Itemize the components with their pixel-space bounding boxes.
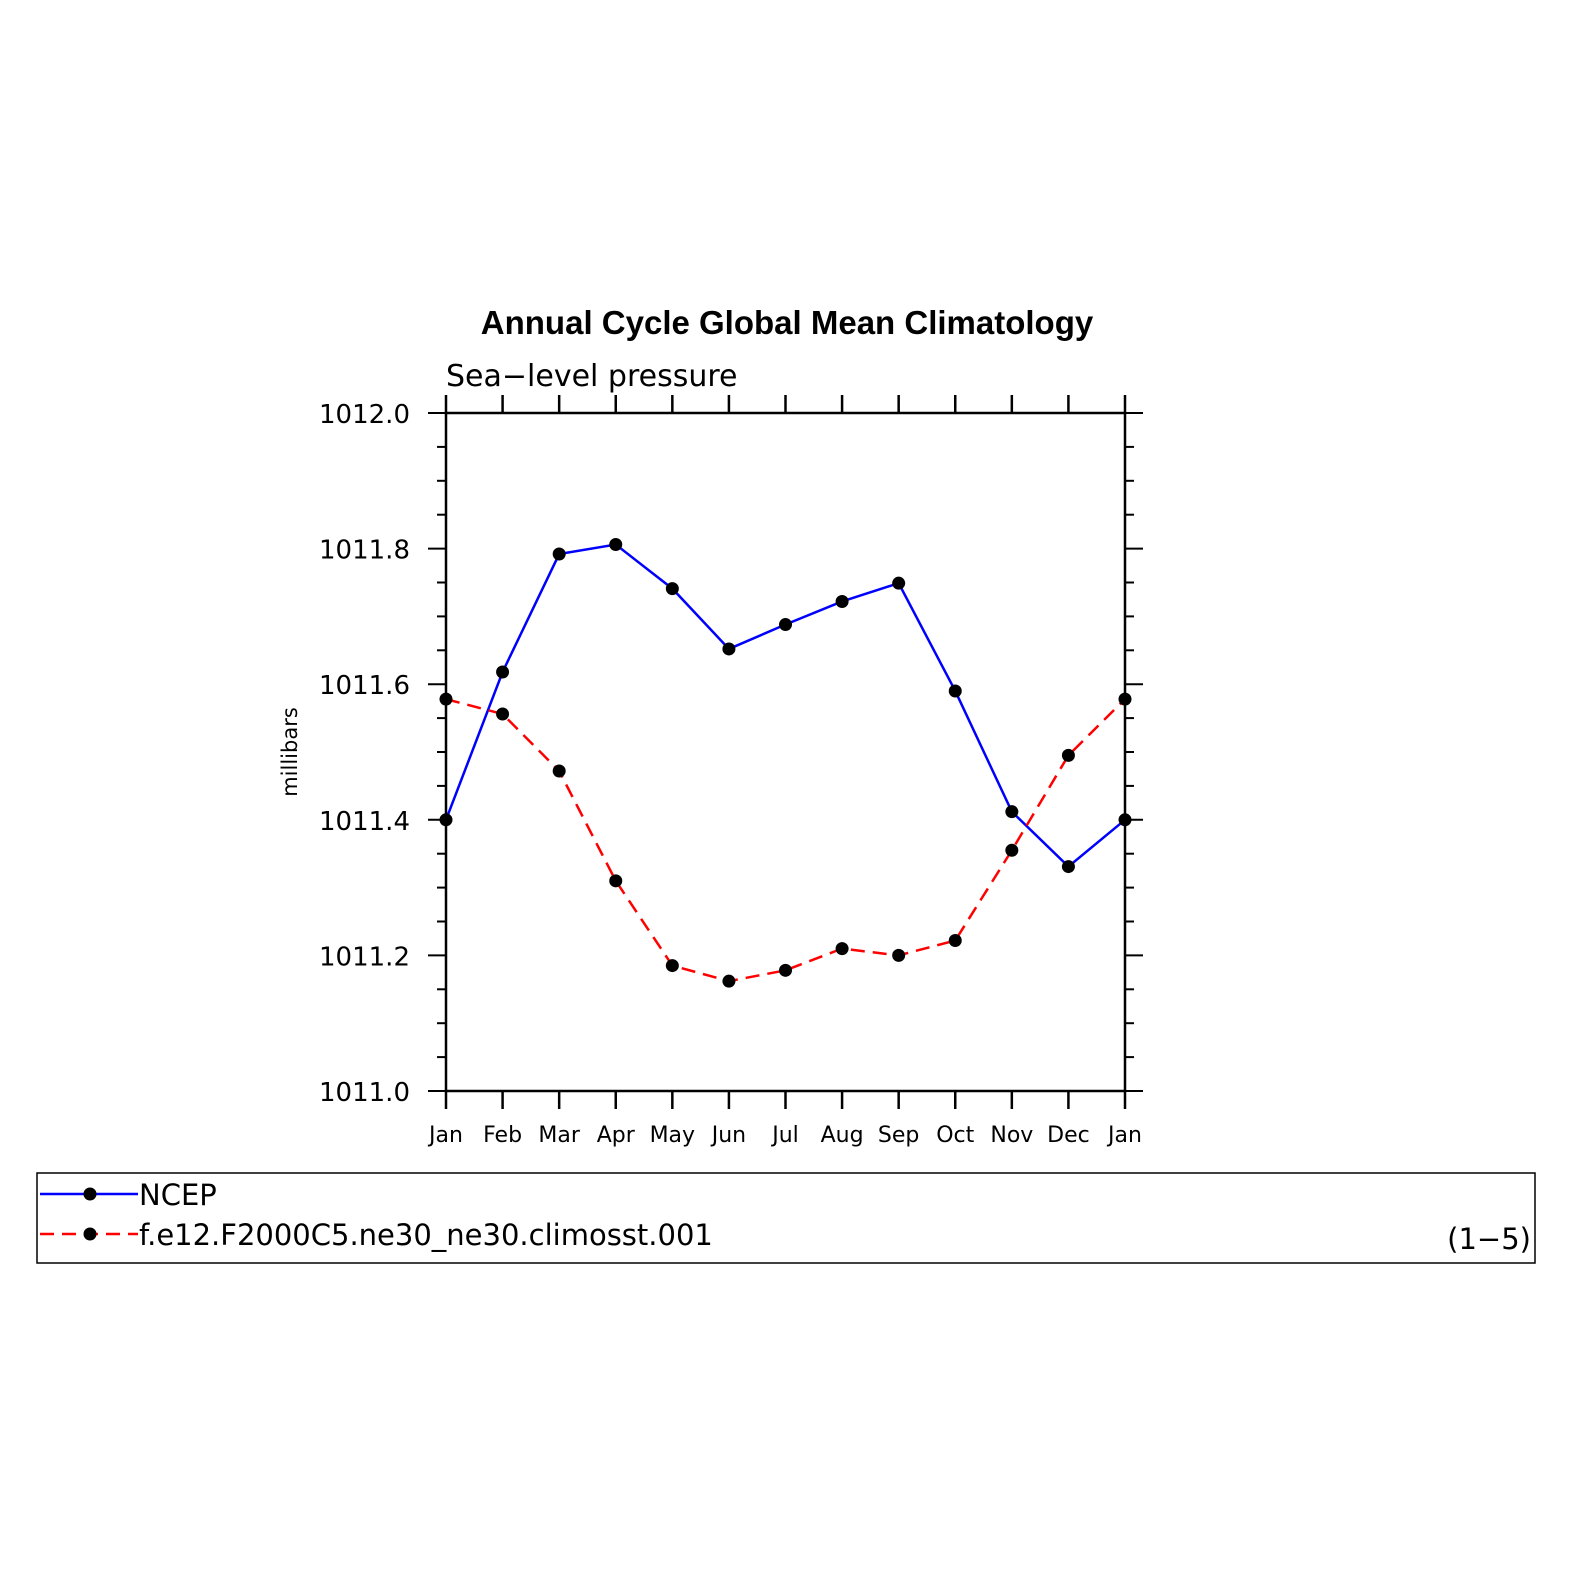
series-1-point (665, 582, 679, 596)
series-2-point (722, 974, 736, 988)
series-2-point (609, 874, 623, 888)
y-axis-label: millibars (278, 707, 302, 797)
x-tick-label: Dec (1047, 1123, 1090, 1148)
series-1-point (552, 547, 566, 561)
series-2-point (552, 764, 566, 778)
series-1-point (609, 538, 623, 552)
legend-swatch-marker (83, 1187, 97, 1201)
series-1-point (1005, 805, 1019, 819)
y-tick-label: 1011.4 (319, 807, 410, 837)
series-1-point (496, 665, 510, 679)
x-tick-label: Apr (597, 1123, 636, 1148)
x-tick-label: Sep (878, 1123, 919, 1148)
x-tick-label: Aug (821, 1123, 864, 1148)
series-1-point (439, 813, 453, 827)
series-1-point (948, 684, 962, 698)
series-2-point (948, 933, 962, 947)
series-2-point (1118, 692, 1132, 706)
series-2-point (496, 707, 510, 721)
series-2-point (439, 692, 453, 706)
legend-box (36, 1172, 1536, 1264)
series-2-point (892, 948, 906, 962)
x-tick-label: Jan (1106, 1123, 1142, 1148)
series-1-point (892, 576, 906, 590)
legend-label: NCEP (139, 1178, 217, 1212)
series-2-point (665, 959, 679, 973)
x-tick-label: Jun (710, 1123, 746, 1148)
legend: NCEP f.e12.F2000C5.ne30_ne30.climosst.001 (40, 1178, 713, 1252)
x-tick-label: Jul (770, 1123, 799, 1148)
y-tick-label: 1012.0 (319, 400, 410, 430)
series-1-point (722, 642, 736, 656)
series-2-point (779, 963, 792, 977)
series-line-1 (444, 543, 1126, 869)
chart-subtitle: Sea−level pressure (446, 359, 737, 394)
legend-note: (1−5) (1447, 1222, 1531, 1256)
series-1-point (1061, 860, 1075, 874)
y-tick-label: 1011.8 (319, 536, 410, 566)
series-2-point (835, 942, 849, 956)
x-tick-label: Feb (483, 1123, 522, 1148)
x-tick-label: May (650, 1123, 695, 1148)
x-tick-labels: Jan Feb Mar Apr May Jun Jul Aug Sep Oct Nov Dec Jan (427, 1123, 1142, 1148)
x-tick-label: Jan (427, 1123, 463, 1148)
series-1-point (1118, 813, 1132, 827)
chart-title: Annual Cycle Global Mean Climatology (481, 304, 1094, 341)
x-tick-label: Mar (538, 1123, 580, 1148)
y-tick-label: 1011.6 (319, 671, 410, 701)
series-2-point (1005, 843, 1019, 857)
axis-ticks (428, 395, 1143, 1109)
series-1-point (835, 594, 849, 608)
x-tick-label: Oct (936, 1123, 974, 1148)
x-tick-label: Nov (990, 1123, 1033, 1148)
series-2-point (1061, 748, 1075, 762)
y-tick-labels: 1011.0 1011.2 1011.4 1011.6 1011.8 1012.0 (319, 400, 410, 1108)
plot-frame (444, 411, 1127, 1093)
y-tick-label: 1011.2 (319, 942, 410, 972)
series-layer (439, 538, 1132, 988)
legend-label: f.e12.F2000C5.ne30_ne30.climosst.001 (139, 1218, 713, 1252)
series-1-point (779, 618, 792, 632)
series-line-2 (445, 697, 1126, 983)
legend-swatch-marker (83, 1227, 97, 1241)
y-tick-label: 1011.0 (319, 1078, 410, 1108)
